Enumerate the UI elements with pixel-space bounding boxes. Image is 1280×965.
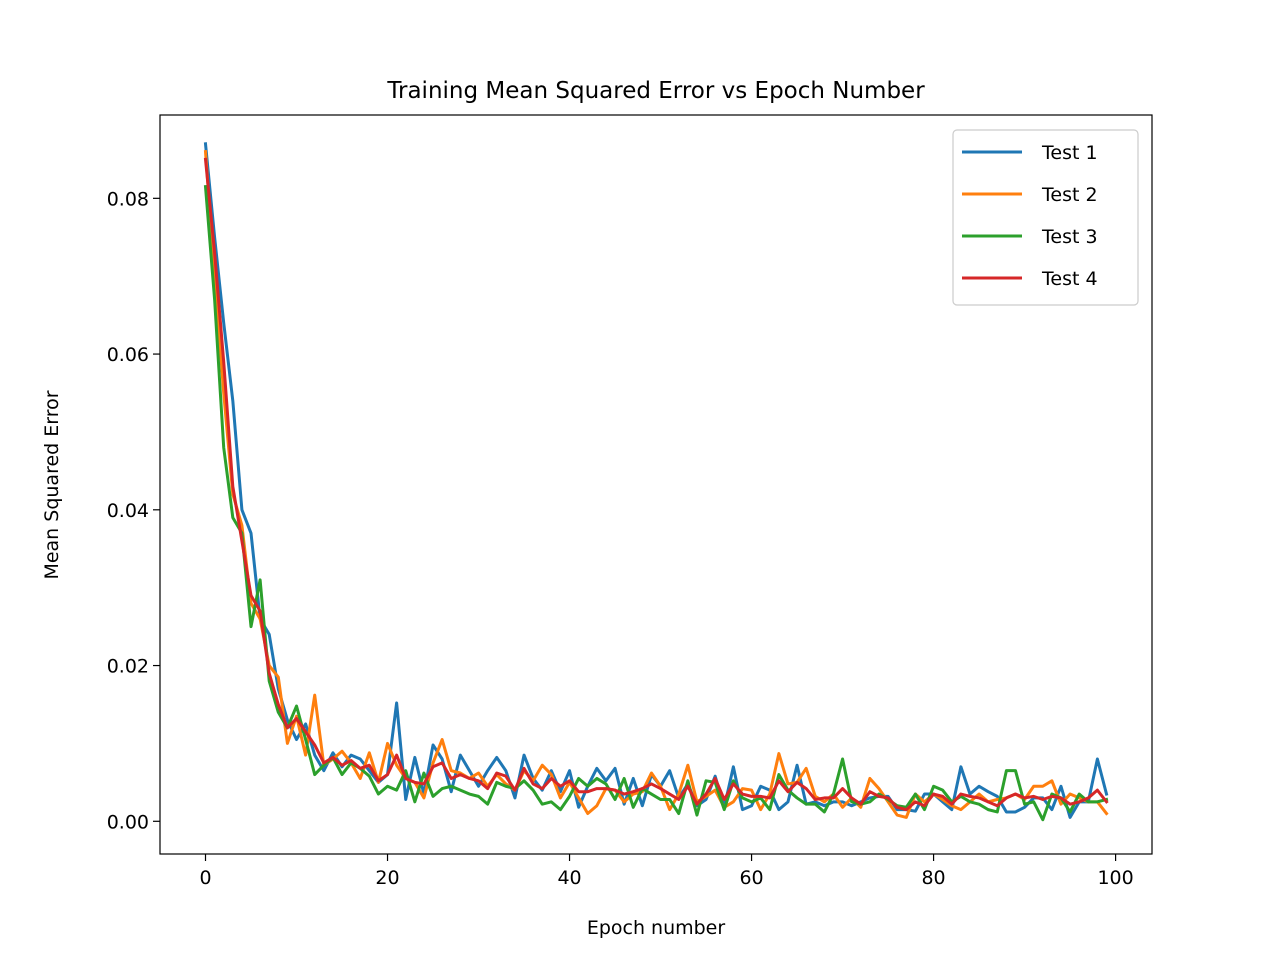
y-tick-label: 0.02 bbox=[107, 656, 149, 678]
series-line-test-2 bbox=[203, 149, 1109, 819]
series-line-test-4 bbox=[203, 157, 1109, 812]
y-tick-label: 0.08 bbox=[107, 188, 149, 210]
plot-area bbox=[203, 142, 1109, 822]
x-tick-label: 80 bbox=[921, 867, 945, 889]
x-tick-label: 0 bbox=[199, 867, 211, 889]
y-tick-label: 0.06 bbox=[107, 344, 149, 366]
y-axis-label: Mean Squared Error bbox=[41, 390, 63, 579]
x-tick-label: 100 bbox=[1097, 867, 1133, 889]
chart-title: Training Mean Squared Error vs Epoch Num… bbox=[386, 78, 925, 104]
x-tick-label: 20 bbox=[375, 867, 399, 889]
legend: Test 1 Test 2 Test 3 Test 4 bbox=[952, 129, 1139, 306]
y-tick-label: 0.00 bbox=[107, 811, 149, 833]
legend-label-test-2: Test 2 bbox=[1041, 184, 1098, 206]
legend-label-test-1: Test 1 bbox=[1041, 142, 1098, 164]
x-axis-label: Epoch number bbox=[587, 917, 726, 939]
legend-box bbox=[952, 129, 1139, 306]
x-tick-label: 60 bbox=[739, 867, 763, 889]
y-axis-ticks: 0.00 0.02 0.04 0.06 0.08 bbox=[107, 188, 160, 833]
x-tick-label: 40 bbox=[557, 867, 581, 889]
legend-label-test-4: Test 4 bbox=[1041, 268, 1098, 290]
legend-label-test-3: Test 3 bbox=[1041, 226, 1098, 248]
plot-frame bbox=[159, 114, 1153, 855]
x-axis-ticks: 0 20 40 60 80 100 bbox=[199, 854, 1134, 889]
y-tick-label: 0.04 bbox=[107, 500, 149, 522]
